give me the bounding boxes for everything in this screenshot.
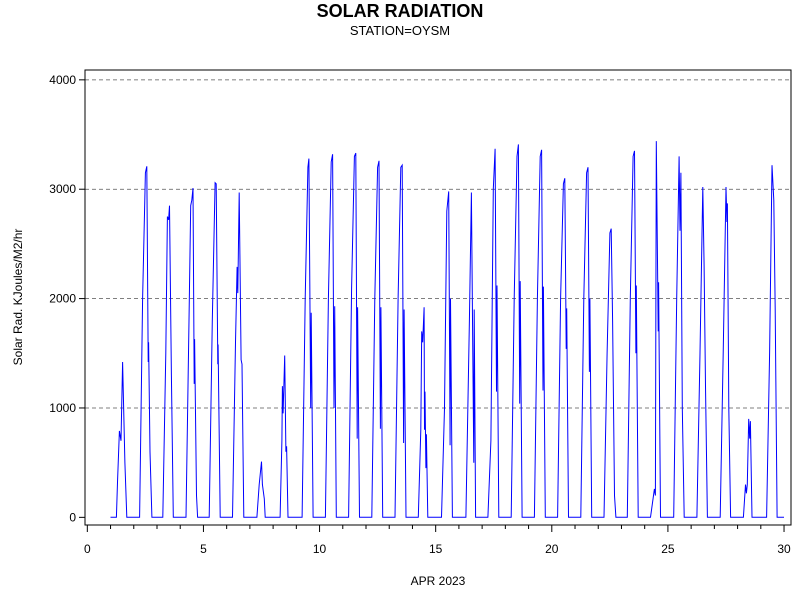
y-tick-label-1000: 1000 xyxy=(49,401,76,415)
x-axis: 0 5 10 15 20 25 30 xyxy=(84,525,791,556)
x-tick-label-10: 10 xyxy=(313,542,327,556)
y-tick-label-2000: 2000 xyxy=(49,292,76,306)
x-tick-label-30: 30 xyxy=(777,542,791,556)
series-line-solar-radiation xyxy=(110,141,784,518)
y-axis-label: Solar Rad. KJoules/M2/hr xyxy=(11,229,25,366)
x-tick-label-5: 5 xyxy=(200,542,207,556)
x-axis-label: APR 2023 xyxy=(411,574,466,588)
gridlines xyxy=(85,79,791,409)
x-tick-label-0: 0 xyxy=(84,542,91,556)
y-tick-label-0: 0 xyxy=(69,510,76,524)
x-tick-label-25: 25 xyxy=(661,542,675,556)
x-tick-label-15: 15 xyxy=(429,542,443,556)
chart-subtitle: STATION=OYSM xyxy=(349,23,451,38)
y-tick-label-3000: 3000 xyxy=(49,182,76,196)
plot-frame xyxy=(84,69,792,526)
y-tick-label-4000: 4000 xyxy=(49,73,76,87)
x-tick-label-20: 20 xyxy=(545,542,559,556)
y-axis: 0 1000 2000 3000 4000 xyxy=(49,73,85,524)
chart-title: SOLAR RADIATION xyxy=(316,1,484,21)
